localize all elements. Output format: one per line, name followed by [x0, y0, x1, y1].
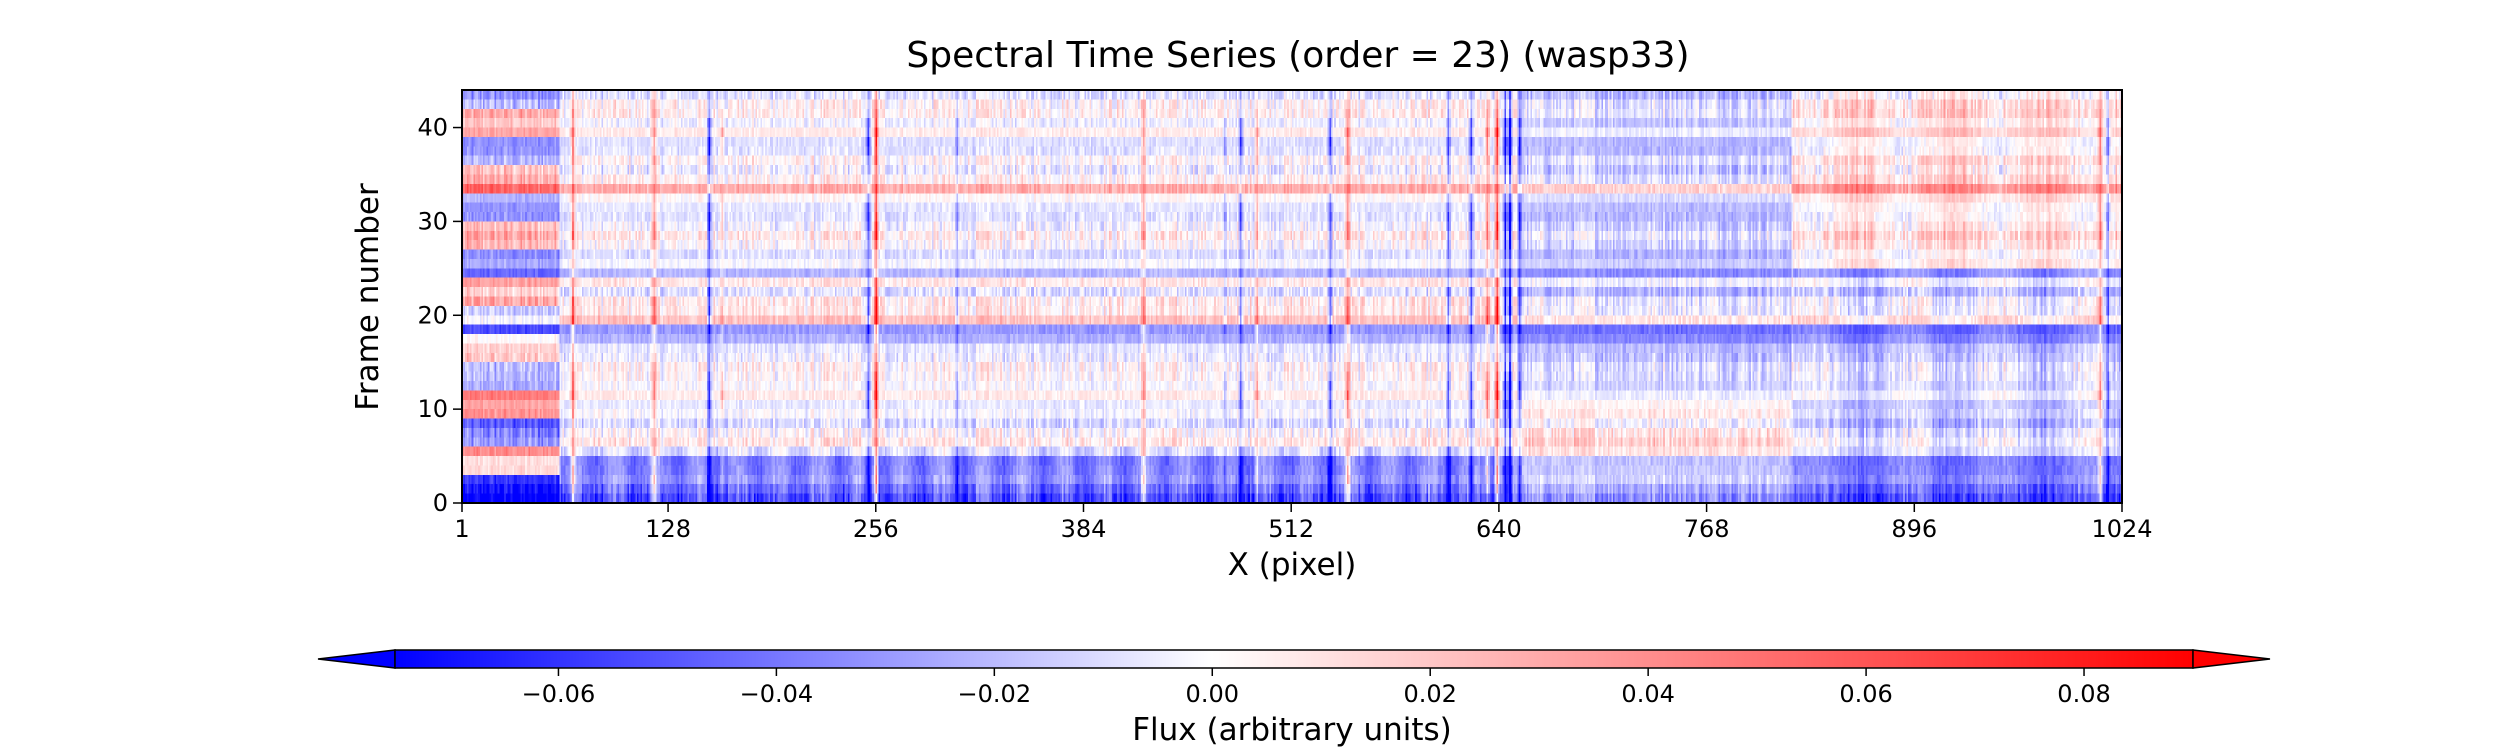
x-tick-label: 256 [853, 515, 899, 543]
heatmap-image [462, 90, 2122, 503]
y-axis-label: Frame number [350, 183, 386, 411]
colorbar-tick-label: −0.04 [740, 680, 814, 708]
x-tick-label: 640 [1476, 515, 1522, 543]
y-tick-label: 40 [417, 114, 448, 142]
y-tick-label: 10 [417, 395, 448, 423]
x-tick-label: 1 [454, 515, 469, 543]
colorbar-tick-label: 0.08 [2057, 680, 2110, 708]
colorbar-tick-label: −0.06 [522, 680, 596, 708]
plot-frame [461, 89, 2123, 504]
heatmap-plot [461, 89, 2123, 504]
x-tick-label: 384 [1061, 515, 1107, 543]
colorbar-tick-label: 0.00 [1186, 680, 1239, 708]
colorbar: −0.06 −0.04 −0.02 0.00 0.02 0.04 0.06 0.08 Flux… [317, 649, 2271, 748]
x-tick-label: 768 [1684, 515, 1730, 543]
colorbar-tick-label: 0.06 [1839, 680, 1892, 708]
colorbar-ticks: −0.06 −0.04 −0.02 0.00 0.02 0.04 0.06 0.08 [522, 668, 2111, 708]
x-tick-label: 128 [645, 515, 691, 543]
x-tick-label: 512 [1268, 515, 1314, 543]
colorbar-tick-label: 0.02 [1403, 680, 1456, 708]
colorbar-label: Flux (arbitrary units) [1132, 712, 1452, 748]
colorbar-gradient [394, 649, 2194, 669]
y-tick-label: 0 [433, 489, 448, 517]
x-tick-label: 896 [1891, 515, 1937, 543]
colorbar-extend-low [317, 649, 396, 669]
x-tick-label: 1024 [2091, 515, 2152, 543]
y-axis-ticks: 0 10 20 30 40 [417, 114, 462, 517]
colorbar-tick-label: −0.02 [958, 680, 1032, 708]
y-tick-label: 30 [417, 207, 448, 235]
y-tick-label: 20 [417, 301, 448, 329]
chart-title: Spectral Time Series (order = 23) (wasp3… [906, 35, 1689, 76]
x-axis-ticks: 1 128 256 384 512 640 768 896 1024 [454, 503, 2153, 543]
colorbar-tick-label: 0.04 [1621, 680, 1674, 708]
colorbar-extend-high [2192, 649, 2271, 669]
x-axis-label: X (pixel) [1228, 547, 1357, 583]
